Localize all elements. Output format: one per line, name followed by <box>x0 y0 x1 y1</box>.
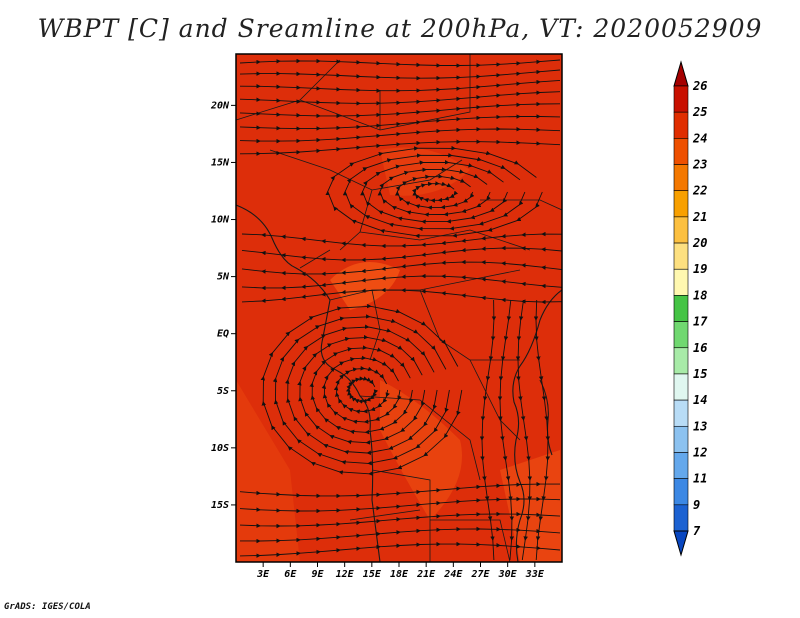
colorbar-top-arrow <box>673 60 689 87</box>
lat-tick-label: EQ <box>217 329 229 340</box>
colorbar-segment <box>673 164 689 192</box>
colorbar-label: 19 <box>693 262 707 276</box>
colorbar-label: 23 <box>692 158 707 172</box>
colorbar-segment <box>673 268 689 296</box>
lat-tick-label: 15S <box>211 500 229 511</box>
colorbar-segment <box>673 452 689 479</box>
colorbar-segment <box>673 111 689 139</box>
colorbar-label: 7 <box>693 524 701 538</box>
streamline <box>515 299 533 561</box>
streamlines <box>239 58 562 561</box>
colorbar-segment <box>673 425 689 453</box>
streamline <box>239 58 561 68</box>
colorbar-segment <box>673 138 689 165</box>
lon-tick-label: 9E <box>311 569 324 580</box>
colorbar-label: 13 <box>693 419 707 433</box>
colorbar-segment <box>673 504 689 532</box>
map-panel <box>235 53 563 563</box>
map-title: WBPT [C] and Sreamline at 200hPa, VT: 20… <box>37 14 763 43</box>
colorbar-segment <box>673 216 689 244</box>
lon-tick-label: 21E <box>416 569 436 580</box>
colorbar-label: 11 <box>693 472 707 486</box>
lat-tick-label: 10S <box>211 443 229 454</box>
streamline <box>241 259 562 277</box>
colorbar-segment <box>673 85 689 113</box>
colorbar-segment <box>673 347 689 375</box>
colorbar-label: 14 <box>693 393 707 407</box>
colorbar-label: 26 <box>692 79 707 93</box>
colorbar-segment <box>673 295 689 322</box>
lon-tick-label: 27E <box>470 569 490 580</box>
colorbar: 26 25 24 23 22 21 20 19 18 17 16 15 14 13 12 11 9 7 <box>673 60 708 557</box>
colorbar-label: 18 <box>693 288 707 302</box>
colorbar-segment <box>673 190 689 218</box>
colorbar-label: 20 <box>692 236 707 250</box>
colorbar-label: 21 <box>692 210 707 224</box>
lon-tick-label: 24E <box>443 569 463 580</box>
colorbar-label: 25 <box>692 105 707 119</box>
colorbar-label: 17 <box>693 315 708 329</box>
streamline <box>241 287 562 305</box>
streamline <box>260 303 463 476</box>
streamline <box>325 145 543 239</box>
colorbar-label: 9 <box>693 498 700 512</box>
lon-tick-label: 30E <box>498 569 518 580</box>
colorbar-segment <box>673 242 689 270</box>
lat-tick-label: 15N <box>211 157 230 168</box>
streamline <box>239 69 561 81</box>
lon-tick-label: 33E <box>525 569 545 580</box>
grads-credit: GrADS: IGES/COLA <box>4 602 91 612</box>
lon-tick-label: 12E <box>336 569 355 580</box>
colorbar-label: 24 <box>692 131 707 145</box>
lon-tick-label: 3E <box>256 569 270 580</box>
streamline <box>241 273 562 291</box>
longitude-axis: 3E 6E 9E 12E 15E 18E 21E 24E 27E 30E 33E <box>256 562 545 580</box>
colorbar-label: 16 <box>693 341 707 355</box>
lon-tick-label: 6E <box>284 569 297 580</box>
streamline <box>241 245 562 263</box>
colorbar-segment <box>673 373 689 401</box>
latitude-axis: 20N 15N 10N 5N EQ 5S 10S 15S <box>210 100 236 511</box>
lat-tick-label: 20N <box>210 100 230 111</box>
lat-tick-label: 5S <box>217 386 229 397</box>
lon-tick-label: 15E <box>363 569 382 580</box>
colorbar-segment <box>673 399 689 427</box>
streamline <box>533 299 551 561</box>
colorbar-segment <box>673 478 689 506</box>
lon-tick-label: 18E <box>390 569 409 580</box>
streamline <box>239 139 561 156</box>
streamline <box>479 299 497 561</box>
colorbar-label: 12 <box>693 445 707 459</box>
colorbar-label: 15 <box>693 367 707 381</box>
lat-tick-label: 5N <box>217 272 230 283</box>
colorbar-segment <box>673 321 689 349</box>
colorbar-bottom-arrow <box>673 530 689 557</box>
streamline <box>239 541 561 558</box>
colorbar-label: 22 <box>692 184 707 198</box>
lat-tick-label: 10N <box>211 215 230 226</box>
streamline <box>497 299 515 561</box>
